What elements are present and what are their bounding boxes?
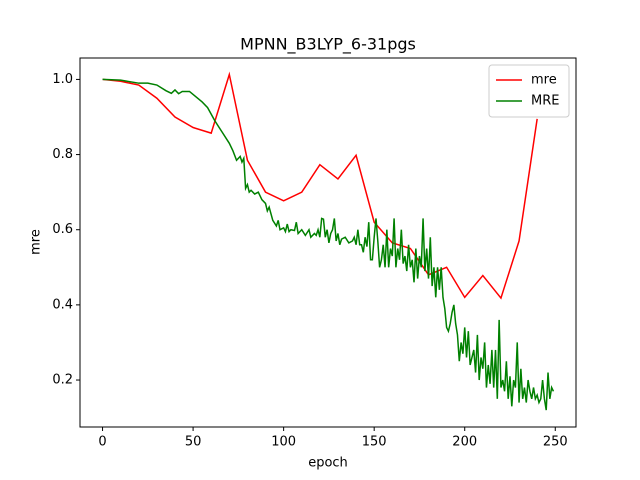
- y-tick-label: 1.0: [52, 72, 73, 87]
- y-tick-label: 0.8: [52, 147, 73, 162]
- y-axis-label: mre: [29, 229, 44, 255]
- legend-label: mre: [531, 73, 557, 88]
- x-tick-label: 100: [271, 435, 296, 450]
- x-tick-label: 150: [362, 435, 387, 450]
- y-tick-label: 0.2: [52, 373, 73, 388]
- x-tick-label: 200: [452, 435, 477, 450]
- line: [102, 71, 538, 300]
- x-tick-label: 250: [543, 435, 568, 450]
- line: [102, 78, 555, 411]
- x-tick-label: 0: [98, 435, 106, 450]
- x-tick-label: 50: [185, 435, 202, 450]
- chart-title: MPNN_B3LYP_6-31pgs: [240, 35, 416, 55]
- x-axis-label: epoch: [308, 456, 348, 471]
- y-tick-label: 0.4: [52, 297, 73, 312]
- y-tick-label: 0.6: [52, 222, 73, 237]
- legend-box: [488, 64, 570, 118]
- legend-label: MRE: [531, 94, 559, 109]
- plot-frame: [79, 57, 577, 428]
